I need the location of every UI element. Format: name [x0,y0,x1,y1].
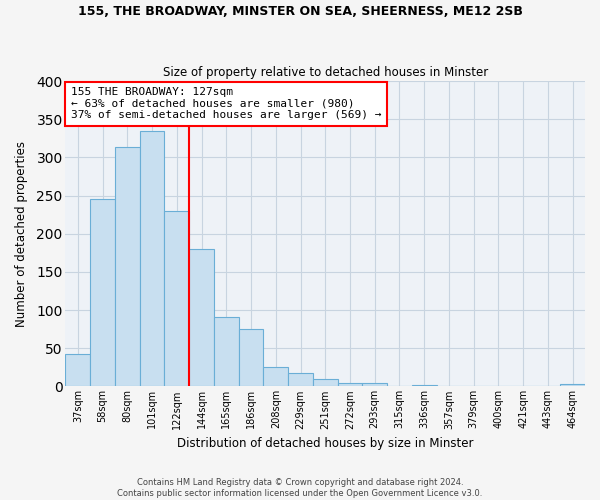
Text: Contains HM Land Registry data © Crown copyright and database right 2024.
Contai: Contains HM Land Registry data © Crown c… [118,478,482,498]
Bar [65,354,90,386]
Bar [164,211,189,386]
Bar [140,130,164,386]
Text: 155 THE BROADWAY: 127sqm
← 63% of detached houses are smaller (980)
37% of semi-: 155 THE BROADWAY: 127sqm ← 63% of detach… [71,87,381,120]
Bar [115,148,140,386]
Bar [288,372,313,386]
Text: 155, THE BROADWAY, MINSTER ON SEA, SHEERNESS, ME12 2SB: 155, THE BROADWAY, MINSTER ON SEA, SHEER… [77,5,523,18]
Bar [189,249,214,386]
Bar [90,200,115,386]
Bar [313,379,338,386]
Bar [214,317,239,386]
Title: Size of property relative to detached houses in Minster: Size of property relative to detached ho… [163,66,488,78]
X-axis label: Distribution of detached houses by size in Minster: Distribution of detached houses by size … [177,437,473,450]
Bar [362,382,387,386]
Bar [560,384,585,386]
Bar [412,385,437,386]
Bar [338,382,362,386]
Bar [263,368,288,386]
Y-axis label: Number of detached properties: Number of detached properties [15,140,28,326]
Bar [239,329,263,386]
